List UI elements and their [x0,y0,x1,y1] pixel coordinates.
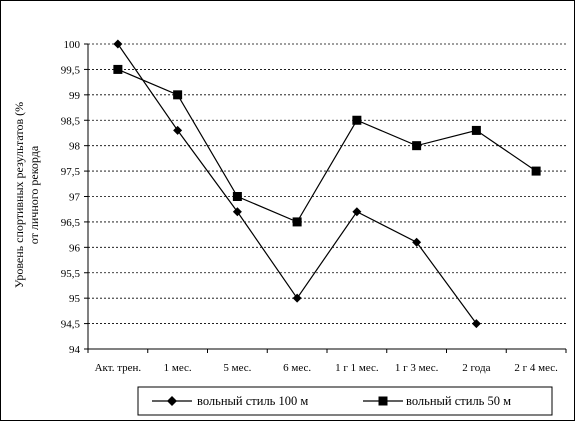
data-point-square [531,166,541,176]
x-tick-label: 1 г 3 мес. [395,362,439,374]
axes [84,43,567,353]
x-tick-labels: Акт. трен. 1 мес. 5 мес. 6 мес. 1 г 1 мес. 1 … [95,362,559,374]
y-tick-label: 97 [69,192,81,204]
y-tick-label: 98 [69,141,81,153]
y-tick-label: 100 [64,39,81,51]
series-line [117,43,477,324]
data-point-square [471,125,481,135]
y-tick-label: 97,5 [61,166,81,178]
legend: вольный стиль 100 м вольный стиль 50 м [137,386,553,416]
series-100m [113,39,481,329]
data-point-square [232,192,242,201]
data-point-diamond [173,125,183,135]
data-point-diamond [412,237,422,247]
y-tick-label: 99 [69,90,81,102]
data-point-square [352,115,362,125]
y-tick-label: 99,5 [61,64,81,76]
y-tick-label: 95,5 [61,268,81,280]
y-tick-label: 94,5 [61,319,81,331]
legend-label-50m: вольный стиль 50 м [406,394,511,408]
series [113,39,541,329]
data-point-diamond [292,293,302,303]
y-axis-label: Уровень спортивных результатов (% от лич… [12,102,41,288]
data-point-diamond [471,319,481,329]
y-tick-label: 95 [69,293,81,305]
y-tick-label: 94 [69,344,81,356]
x-tick-label: Акт. трен. [95,362,142,374]
y-axis-label-line-1: Уровень спортивных результатов (% [12,102,26,288]
x-tick-label: 5 мес. [223,362,251,374]
legend-square-marker [378,396,388,406]
data-point-diamond [352,207,362,217]
x-tick-label: 2 г 4 мес. [514,362,558,374]
y-tick-label: 96 [69,242,81,254]
series-50m [113,64,541,227]
y-tick-label: 96,5 [61,217,81,229]
x-tick-label: 6 мес. [283,362,311,374]
legend-diamond-marker [167,396,177,406]
y-tick-labels: 94 94,5 95 95,5 96 96,5 97 97,5 98 98,5 99 99,5 100 [61,39,81,356]
legend-label-100m: вольный стиль 100 м [197,394,308,408]
data-point-square [412,141,422,151]
y-axis-label-line-2: от личного рекорда [27,145,41,244]
gridlines [88,43,566,324]
data-point-diamond [113,39,123,49]
data-point-square [292,217,302,227]
series-line [117,68,537,223]
data-point-square [173,90,183,100]
data-point-square [113,64,123,74]
x-tick-label: 2 года [462,362,490,374]
legend-box [137,386,553,416]
data-point-diamond [232,207,242,217]
x-tick-label: 1 г 1 мес. [335,362,379,374]
y-tick-label: 98,5 [61,115,81,127]
x-tick-label: 1 мес. [164,362,192,374]
